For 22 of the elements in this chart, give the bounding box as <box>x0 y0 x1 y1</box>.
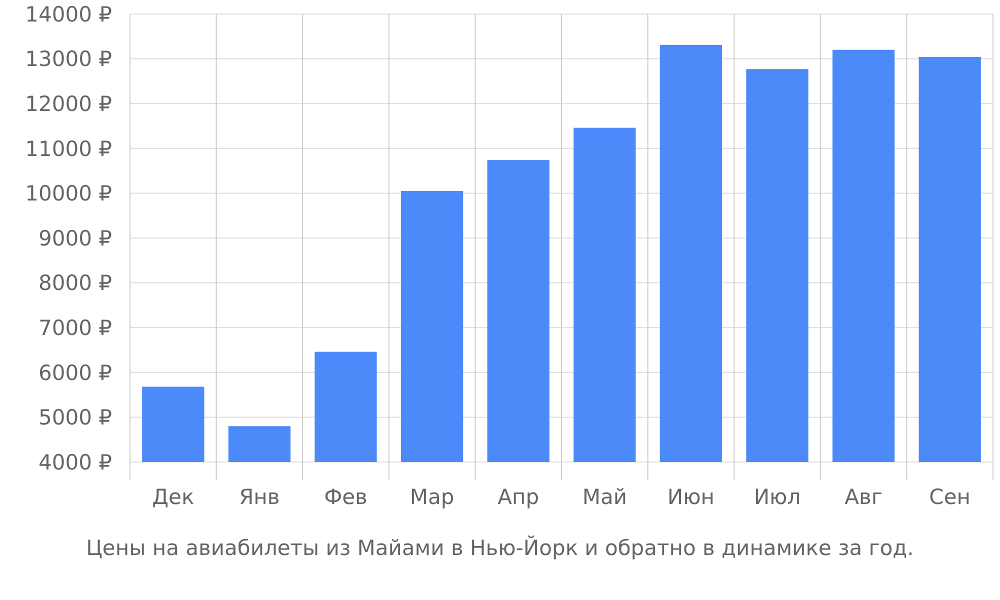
x-tick-label: Апр <box>498 485 540 509</box>
x-tick-label: Май <box>582 485 627 509</box>
x-tick-label: Дек <box>152 485 194 509</box>
x-tick-label: Июл <box>754 485 801 509</box>
y-tick-label: 8000 ₽ <box>38 271 112 296</box>
y-tick-label: 11000 ₽ <box>25 136 112 161</box>
y-tick-label: 5000 ₽ <box>38 406 112 430</box>
y-tick-label: 4000 ₽ <box>38 450 112 474</box>
x-tick-label: Янв <box>239 485 280 509</box>
text: Цены на авиабилеты из Майами в Нью-Йорк и обратно в динамике за год. <box>86 535 914 560</box>
x-tick-label: Мар <box>410 485 454 509</box>
y-tick-label: 9000 ₽ <box>38 226 112 250</box>
x-tick-label: Авг <box>844 485 882 509</box>
y-tick-label: 6000 ₽ <box>38 360 112 385</box>
y-tick-label: 12000 ₽ <box>25 92 112 116</box>
y-tick-label: 7000 ₽ <box>38 316 112 340</box>
x-tick-label: Фев <box>324 485 368 509</box>
y-tick-label: 10000 ₽ <box>25 182 112 206</box>
x-tick-label: Сен <box>929 485 971 509</box>
x-tick-label: Июн <box>667 485 715 509</box>
y-tick-label: 14000 ₽ <box>25 2 112 26</box>
y-tick-label: 13000 ₽ <box>25 47 112 72</box>
